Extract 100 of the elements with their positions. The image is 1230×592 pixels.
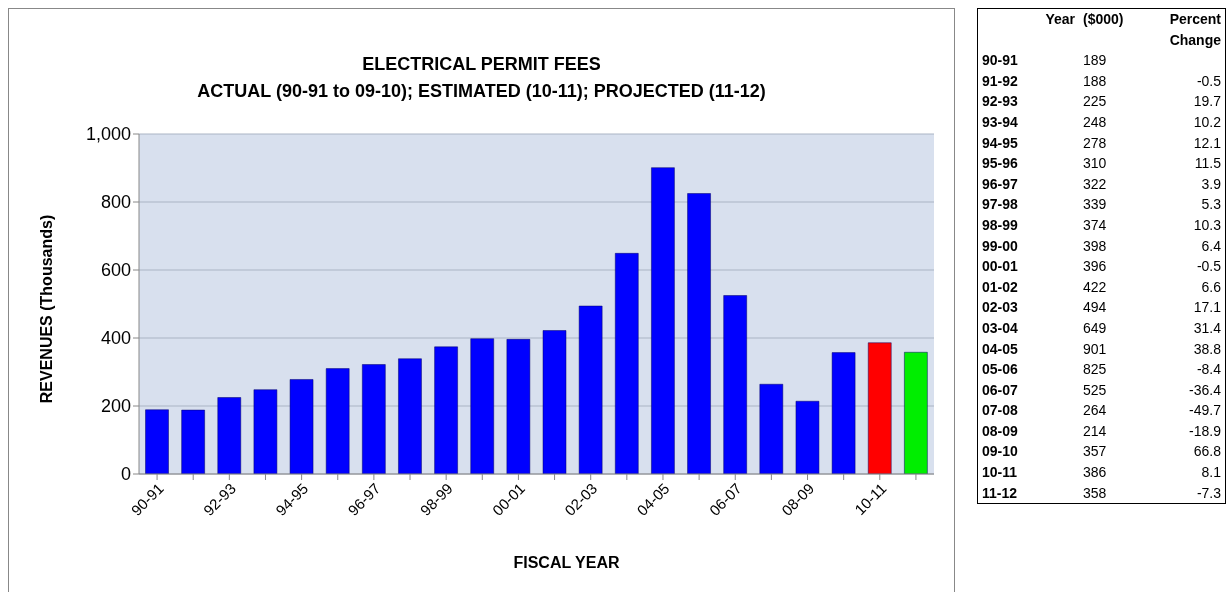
text: 95-96: [981, 154, 1019, 174]
bar: [506, 339, 531, 474]
text: 189: [1082, 51, 1108, 71]
bar: [217, 397, 242, 474]
text: 494: [1082, 298, 1108, 318]
text: 10.2: [1192, 112, 1222, 132]
text: -18.9: [1188, 421, 1222, 441]
bar: [723, 295, 747, 474]
text: 93-94: [981, 112, 1019, 132]
text: -0.5: [1195, 257, 1222, 277]
text: 98-99: [981, 215, 1019, 235]
text: -0.5: [1195, 71, 1222, 91]
text: 94-95: [981, 133, 1019, 153]
bar: [181, 409, 205, 474]
text: 07-08: [981, 401, 1019, 421]
text: 19.7: [1192, 92, 1222, 112]
text: 90-91: [981, 51, 1019, 71]
text: 05-06: [981, 360, 1019, 380]
text: 10.3: [1192, 215, 1222, 235]
bar: [325, 368, 350, 474]
text: 825: [1082, 360, 1108, 380]
chart-subtitle: ACTUAL (90-91 to 09-10); ESTIMATED (10-11); PROJECTED (11-12): [196, 81, 767, 102]
text: 11-12: [981, 483, 1019, 503]
text: -49.7: [1188, 401, 1222, 421]
text: 01-02: [981, 277, 1019, 297]
bar: [398, 358, 422, 474]
text: 96-97: [981, 174, 1019, 194]
bar: [434, 346, 458, 474]
text: 374: [1082, 215, 1108, 235]
text: 12.1: [1192, 133, 1222, 153]
text: 08-09: [981, 421, 1019, 441]
text: 6.6: [1200, 277, 1222, 297]
text: 225: [1082, 92, 1108, 112]
text: 358: [1082, 483, 1108, 503]
text: 92-93: [981, 92, 1019, 112]
text: 357: [1082, 442, 1108, 462]
bar: [759, 383, 784, 474]
text: 91-92: [981, 71, 1019, 91]
text: 386: [1082, 463, 1108, 483]
text: 278: [1082, 133, 1108, 153]
text: 310: [1082, 154, 1108, 174]
text: 38.8: [1192, 339, 1222, 359]
text: 339: [1082, 195, 1108, 215]
text: 10-11: [981, 463, 1019, 483]
text: 3.9: [1200, 174, 1222, 194]
y-tick-label: 600: [100, 260, 131, 281]
text: 649: [1082, 318, 1108, 338]
y-tick-label: 1,000: [85, 124, 131, 145]
text: 99-00: [981, 236, 1019, 256]
text: 31.4: [1192, 318, 1222, 338]
text: 214: [1082, 421, 1108, 441]
text: 422: [1082, 277, 1108, 297]
text: 525: [1082, 380, 1108, 400]
bar: [145, 409, 169, 474]
text: 6.4: [1200, 236, 1222, 256]
bar: [289, 379, 314, 474]
text: 8.1: [1200, 463, 1222, 483]
chart-title: ELECTRICAL PERMIT FEES: [361, 54, 602, 75]
y-axis-title: REVENUES (Thousands): [38, 214, 56, 404]
text: 322: [1082, 174, 1108, 194]
text: Percent Change: [1168, 10, 1222, 50]
text: 264: [1082, 401, 1108, 421]
text: 02-03: [981, 298, 1019, 318]
bar: [904, 352, 928, 474]
bar: [795, 400, 820, 474]
bar: [831, 352, 856, 474]
text: 04-05: [981, 339, 1019, 359]
bar: [651, 167, 675, 474]
text: ($000): [1082, 10, 1125, 29]
text: 97-98: [981, 195, 1019, 215]
y-tick-label: 200: [100, 396, 131, 417]
y-tick-label: 0: [120, 464, 131, 485]
bar: [687, 193, 711, 474]
bar: [867, 342, 892, 474]
text: 03-04: [981, 318, 1019, 338]
bar: [542, 330, 567, 474]
text: 06-07: [981, 380, 1019, 400]
text: 11.5: [1193, 154, 1222, 174]
bar: [578, 305, 603, 474]
text: 188: [1082, 71, 1108, 91]
text: 396: [1082, 257, 1108, 277]
text: 09-10: [981, 442, 1019, 462]
text: -36.4: [1188, 380, 1222, 400]
text: 398: [1082, 236, 1108, 256]
text: 5.3: [1200, 195, 1222, 215]
text: 901: [1082, 339, 1108, 359]
y-tick-label: 400: [100, 328, 131, 349]
bar: [470, 338, 494, 474]
bar: [615, 253, 639, 474]
text: 00-01: [981, 257, 1019, 277]
text: 248: [1082, 112, 1108, 132]
text: -8.4: [1195, 360, 1222, 380]
y-tick-label: 800: [100, 192, 131, 213]
bar: [362, 364, 386, 474]
x-axis-title: FISCAL YEAR: [512, 554, 621, 572]
bar: [253, 389, 278, 474]
text: 17.1: [1192, 298, 1222, 318]
text: -7.3: [1195, 483, 1222, 503]
text: 66.8: [1192, 442, 1222, 462]
text: Year: [1044, 10, 1076, 29]
